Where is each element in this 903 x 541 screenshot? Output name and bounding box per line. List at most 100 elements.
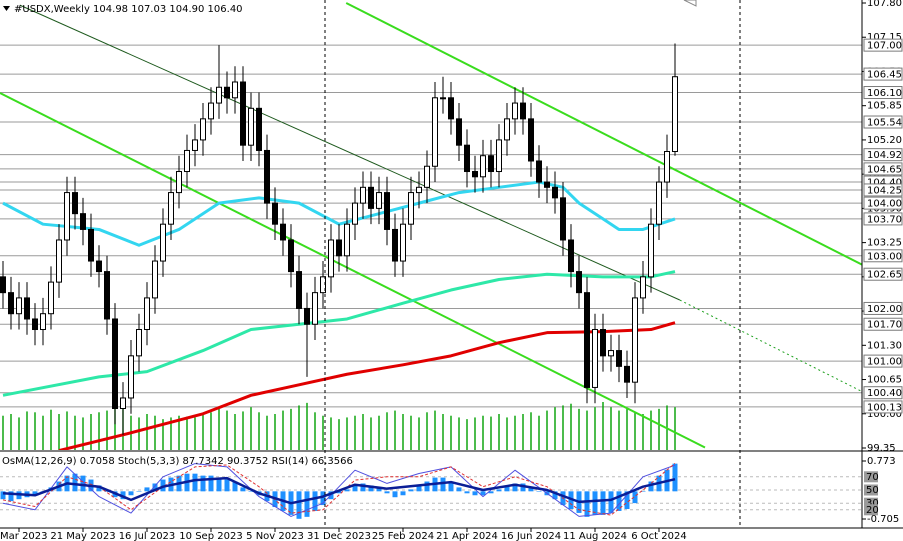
x-tick-label: 21 May 2023 [50, 531, 115, 541]
y-tick-label: 105.20 [867, 135, 902, 146]
osma-bar [384, 491, 390, 494]
level-label: 103.70 [867, 214, 902, 225]
osma-bar [104, 491, 110, 492]
y2-tick-label: 70 [866, 472, 879, 483]
x-tick-label: 6 Mar 2023 [0, 531, 48, 541]
candle-body [296, 271, 302, 309]
candle-body [504, 118, 510, 141]
candle-body [352, 202, 358, 225]
level-label: 100.13 [867, 402, 902, 413]
level-label: 105.54 [867, 118, 902, 129]
osma-bar [480, 491, 486, 496]
candle-body [16, 297, 22, 315]
candle-body [424, 165, 430, 188]
candle-body [568, 239, 574, 273]
candle-body [584, 292, 590, 388]
osma-bar [8, 491, 14, 502]
candle-body [288, 239, 294, 273]
level-label: 104.65 [867, 164, 902, 175]
candle-body [304, 307, 310, 325]
candle-body [264, 149, 270, 204]
y-tick-label: 105.85 [867, 101, 902, 112]
moving-average [2, 270, 676, 397]
osma-bar [528, 487, 534, 492]
candle-body [184, 149, 190, 173]
y2-tick-box [864, 484, 878, 496]
candle-body [72, 192, 78, 215]
candle-body [648, 223, 654, 278]
candle-body [120, 397, 126, 410]
level-label-box [863, 148, 903, 162]
candle-body [600, 329, 606, 357]
level-label-box [863, 183, 903, 197]
y2-tick-label: 50 [866, 485, 879, 496]
candle-body [616, 350, 622, 367]
level-label-box [863, 67, 903, 81]
osma-bar [608, 491, 614, 513]
level-label-box [863, 38, 903, 52]
candle-body [552, 186, 558, 199]
collapse-icon [3, 6, 10, 11]
candle-body [536, 160, 542, 183]
osma-bar [552, 491, 558, 500]
osma-bar [136, 491, 142, 492]
candle-body [432, 97, 438, 167]
level-label-box [863, 354, 903, 368]
osma-bar [416, 485, 422, 492]
y-tick-label: 107.80 [867, 0, 902, 9]
y2-tick-box [864, 471, 878, 483]
osma-bar [360, 483, 366, 492]
osma-bar [616, 491, 622, 511]
candle-body [80, 213, 86, 230]
osma-bar [600, 491, 606, 515]
candle-body [192, 139, 198, 151]
osma-bar [512, 483, 518, 492]
candle-body [56, 239, 62, 283]
level-label-box [863, 400, 903, 414]
osma-bar [152, 483, 158, 492]
level-label-box [863, 162, 903, 176]
candle-body [640, 276, 646, 299]
y2-tick-box [864, 504, 878, 516]
trendline [345, 2, 862, 266]
level-label-box [863, 196, 903, 210]
level-label: 107.00 [867, 41, 902, 52]
osma-bar [504, 485, 510, 492]
candle-body [280, 223, 286, 241]
oscillator-panel [0, 462, 862, 519]
x-tick-label: 16 Jun 2024 [501, 531, 561, 541]
osma-bar [72, 473, 78, 492]
osma-bar [400, 491, 406, 496]
level-label-box [863, 386, 903, 400]
candle-body [344, 223, 350, 257]
candle-body [272, 202, 278, 225]
osma-bar [536, 491, 542, 492]
candle-body [528, 118, 534, 162]
y-tick-label: 107.15 [867, 32, 902, 43]
osma-bar [464, 491, 470, 494]
osma-bar [408, 489, 414, 492]
candle-body [376, 192, 382, 209]
candle-body [448, 97, 454, 120]
osma-bar [640, 491, 646, 492]
x-tick-label: 21 Apr 2024 [436, 531, 498, 541]
osma-bar [224, 479, 230, 492]
osma-bar [208, 475, 214, 492]
trendline [679, 299, 862, 393]
x-tick-label: 5 Nov 2023 [246, 531, 304, 541]
candle-body [440, 97, 446, 100]
osma-bar [0, 491, 6, 500]
level-label: 101.00 [867, 357, 902, 368]
osma-bar [672, 463, 678, 492]
candle-body [176, 171, 182, 194]
level-label: 104.92 [867, 150, 902, 161]
candle-body [472, 171, 478, 178]
y2-tick-box [864, 497, 878, 509]
candle-body [368, 186, 374, 209]
candle-body [560, 197, 566, 241]
osma-bar [352, 485, 358, 492]
candle-body [312, 292, 318, 325]
osma-bar [80, 475, 86, 492]
y-tick-label: 103.25 [867, 238, 902, 249]
